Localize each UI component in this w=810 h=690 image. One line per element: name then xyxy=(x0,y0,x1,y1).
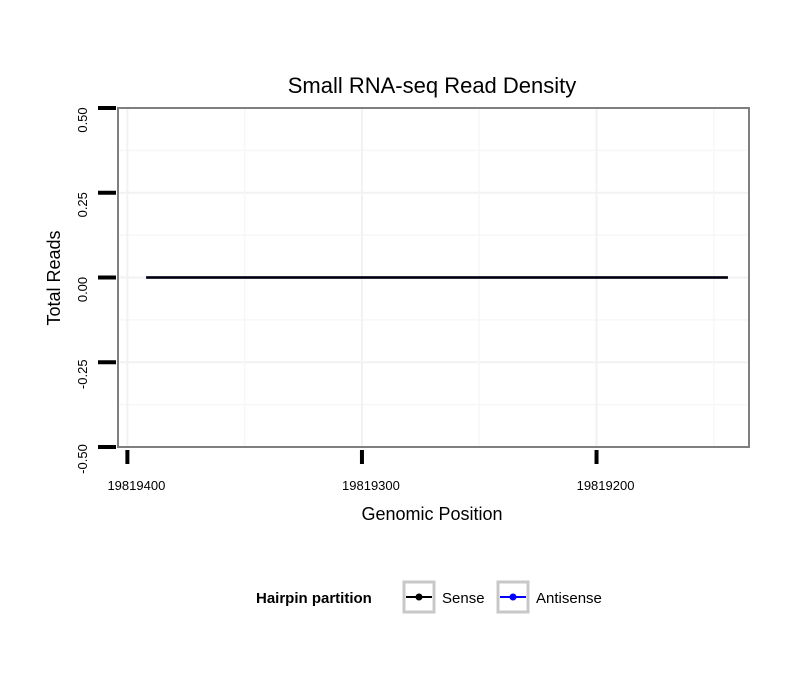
x-axis: 19819400 19819300 19819200 xyxy=(107,450,634,493)
legend-item-antisense: Antisense xyxy=(496,580,602,614)
legend: Hairpin partition Sense Antisense xyxy=(256,580,602,614)
legend-marker-sense xyxy=(415,593,423,601)
y-tick-label: -0.50 xyxy=(75,444,90,474)
x-tick-label: 19819200 xyxy=(577,478,635,493)
legend-marker-antisense xyxy=(509,593,517,601)
legend-label-sense: Sense xyxy=(442,590,485,607)
chart-title: Small RNA-seq Read Density xyxy=(288,73,577,98)
x-tick-label: 19819400 xyxy=(107,478,165,493)
legend-label-antisense: Antisense xyxy=(536,590,602,607)
legend-item-sense: Sense xyxy=(402,580,485,614)
y-tick-label: -0.25 xyxy=(75,359,90,389)
y-axis-label: Total Reads xyxy=(44,230,64,325)
y-tick-label: 0.50 xyxy=(75,107,90,132)
x-axis-label: Genomic Position xyxy=(361,504,502,524)
plot-border xyxy=(117,107,750,448)
y-tick-label: 0.00 xyxy=(75,277,90,302)
legend-title: Hairpin partition xyxy=(256,590,372,607)
x-tick-label: 19819300 xyxy=(342,478,400,493)
y-axis: -0.50 -0.25 0.00 0.25 0.50 xyxy=(75,106,116,474)
y-tick-label: 0.25 xyxy=(75,192,90,217)
